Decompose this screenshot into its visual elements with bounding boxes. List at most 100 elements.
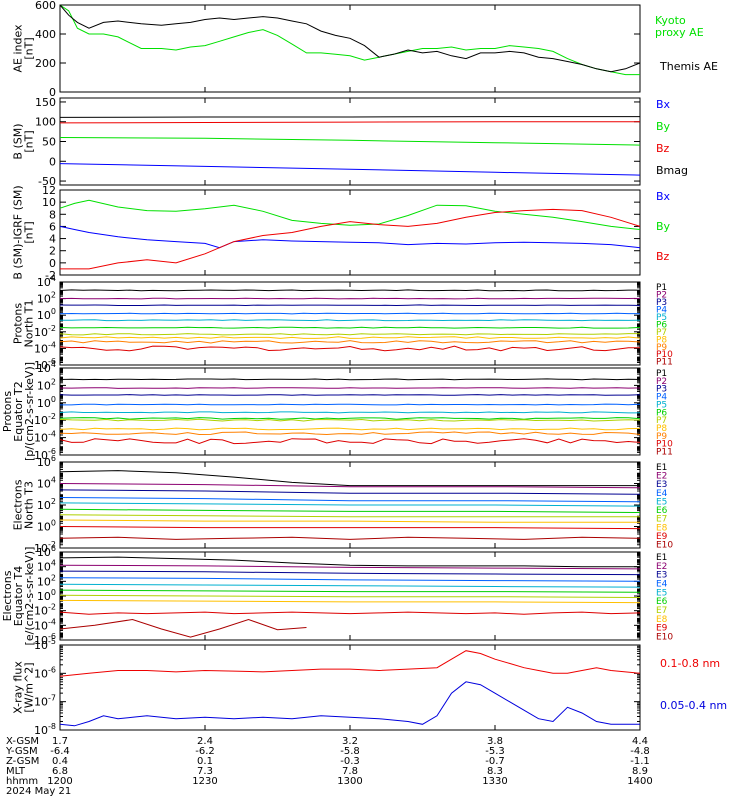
series-line-ae-0 (59, 4, 640, 76)
y-tick-label: 6 (49, 220, 56, 233)
y-tick-label: 104 (37, 274, 56, 289)
series-line-en3-0 (59, 470, 640, 487)
y-tick-label: 200 (35, 57, 56, 70)
x-row-label: MLT (6, 766, 26, 777)
x-tick-label: 1330 (482, 776, 507, 787)
y-tick-label: 10-6 (34, 665, 56, 680)
legend-entry: P11 (656, 358, 673, 368)
series-line-bsm-3 (59, 116, 640, 118)
series-line-en3-9 (59, 536, 641, 540)
x-tick-label: 1200 (47, 776, 72, 787)
x-tick-label: 4.4 (632, 736, 648, 747)
legend-entry: Bmag (656, 164, 688, 177)
x-tick-label: 1300 (337, 776, 362, 787)
series-line-pn1-8 (59, 340, 641, 344)
y-axis-label: [nT] (23, 37, 36, 59)
y-axis-label: Equator T2 (12, 381, 25, 441)
y-tick-label: 10-2 (34, 412, 56, 427)
y-axis-label: X-ray flux (12, 661, 25, 714)
series-line-pe2-5 (59, 417, 641, 420)
y-tick-label: 2 (49, 245, 56, 258)
series-line-bigrf-2 (60, 208, 641, 270)
y-tick-label: 10-6 (34, 632, 56, 647)
y-axis-label: Electrons (1, 570, 14, 621)
legend-entry: P1 (656, 369, 667, 379)
y-axis-label: North T3 (23, 481, 36, 529)
legend-entry: P2 (656, 377, 667, 387)
series-line-pn1-6 (59, 333, 641, 336)
y-tick-label: 10-4 (34, 340, 56, 355)
x-tick-label: 7.8 (342, 766, 358, 777)
y-axis-label: [nT] (23, 221, 36, 243)
y-axis-label: [nT] (23, 130, 36, 152)
panel-xray: 10-8 10-7 10-6 10-5 X-ray flux[W/m^2] 0.1-0.8… (12, 637, 728, 737)
x-row-label: hhmm (6, 776, 38, 787)
y-tick-label: 10-8 (34, 722, 56, 737)
y-tick-label: 100 (37, 588, 56, 603)
legend-entry: Bz (656, 250, 670, 263)
y-tick-label: 10-6 (34, 447, 56, 462)
series-line-ee4-5 (59, 589, 641, 593)
legend-entry: Bx (656, 190, 671, 203)
series-line-bigrf-0 (59, 225, 641, 249)
panel-ae: 0 200 400 600 AE index[nT] Kyoto proxy AE Themi… (12, 0, 718, 99)
legend-entry: E3 (656, 480, 667, 490)
series-line-pn1-5 (59, 326, 641, 329)
y-tick-label: 10-4 (34, 617, 56, 632)
y-tick-label: 12 (42, 184, 56, 197)
series-line-en3-5 (59, 508, 641, 513)
y-tick-label: 10-6 (34, 357, 56, 372)
x-tick-label: 3.8 (487, 736, 503, 747)
legend-entry: P10 (656, 440, 673, 450)
series-line-pe2-1 (59, 387, 641, 389)
series-line-ae-1 (59, 4, 641, 73)
legend-entry: P6 (656, 320, 667, 330)
series-line-en3-3 (59, 497, 641, 503)
series-line-bsm-1 (59, 137, 641, 146)
legend-entry: E6 (656, 597, 668, 607)
y-tick-label: 102 (37, 377, 56, 392)
series-line-en3-6 (59, 514, 640, 518)
legend-entry: P4 (656, 393, 667, 403)
y-tick-label: 10-2 (34, 603, 56, 618)
legend-entry: P8 (656, 335, 667, 345)
y-tick-label: 100 (37, 307, 56, 322)
series-line-ee4-8 (59, 611, 641, 615)
legend-entry: Themis AE (659, 60, 718, 73)
x-tick-label: -1.1 (630, 756, 650, 767)
series-line-pe2-3 (60, 403, 641, 406)
y-tick-label: 102 (37, 497, 56, 512)
series-line-pe2-0 (59, 378, 641, 381)
legend-entry: E2 (656, 472, 667, 482)
x-tick-label: -6.2 (195, 746, 215, 757)
legend-entry: E5 (656, 588, 667, 598)
y-tick-label: -2 (45, 269, 56, 282)
legend-entry: By (656, 220, 671, 233)
y-tick-label: 102 (37, 573, 56, 588)
panel-frame (59, 281, 641, 366)
y-tick-label: 0 (49, 155, 56, 168)
series-line-xray-0 (59, 650, 641, 677)
legend-entry: E8 (656, 523, 668, 533)
x-tick-label: 6.8 (52, 766, 68, 777)
legend-entry: Kyoto proxy AE (655, 14, 704, 39)
legend-entry: E9 (656, 624, 668, 634)
y-axis-label: Protons (12, 303, 25, 344)
legend-entry: By (656, 120, 671, 133)
legend-entry: 0.1-0.8 nm (660, 657, 720, 670)
series-line-bsm-2 (59, 121, 640, 124)
legend-entry: E7 (656, 606, 667, 616)
legend-entry: 0.05-0.4 nm (660, 699, 727, 712)
series-line-pn1-3 (59, 312, 641, 315)
series-line-pe2-9 (59, 438, 641, 445)
series-line-ee4-1 (59, 564, 641, 570)
y-tick-label: 106 (37, 454, 56, 469)
y-axis-label: [p/(cm2-s-sr-keV)] (23, 362, 36, 461)
y-tick-label: 8 (49, 208, 56, 221)
series-line-ee4-9 (59, 618, 307, 638)
legend-entry: P4 (656, 305, 667, 315)
series-line-xray-1 (59, 681, 640, 727)
x-row-label: 2024 May 21 (6, 786, 71, 797)
